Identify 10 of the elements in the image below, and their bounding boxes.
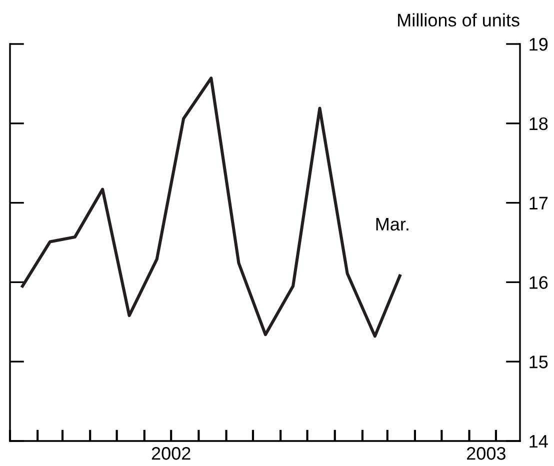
y-tick-label: 17 (530, 196, 548, 210)
y-tick-label: 18 (530, 117, 548, 130)
y-tick-label: 14 (530, 435, 548, 448)
annotation: Mar. (376, 218, 408, 231)
y-tick-label: 19 (530, 38, 548, 51)
x-tick-label: 2003 (467, 447, 506, 460)
x-tick-label: 2002 (152, 447, 190, 460)
y-tick-label: 15 (530, 356, 548, 368)
y-axis-title: Millions of units (398, 13, 520, 27)
y-tick-label: 16 (530, 276, 548, 289)
